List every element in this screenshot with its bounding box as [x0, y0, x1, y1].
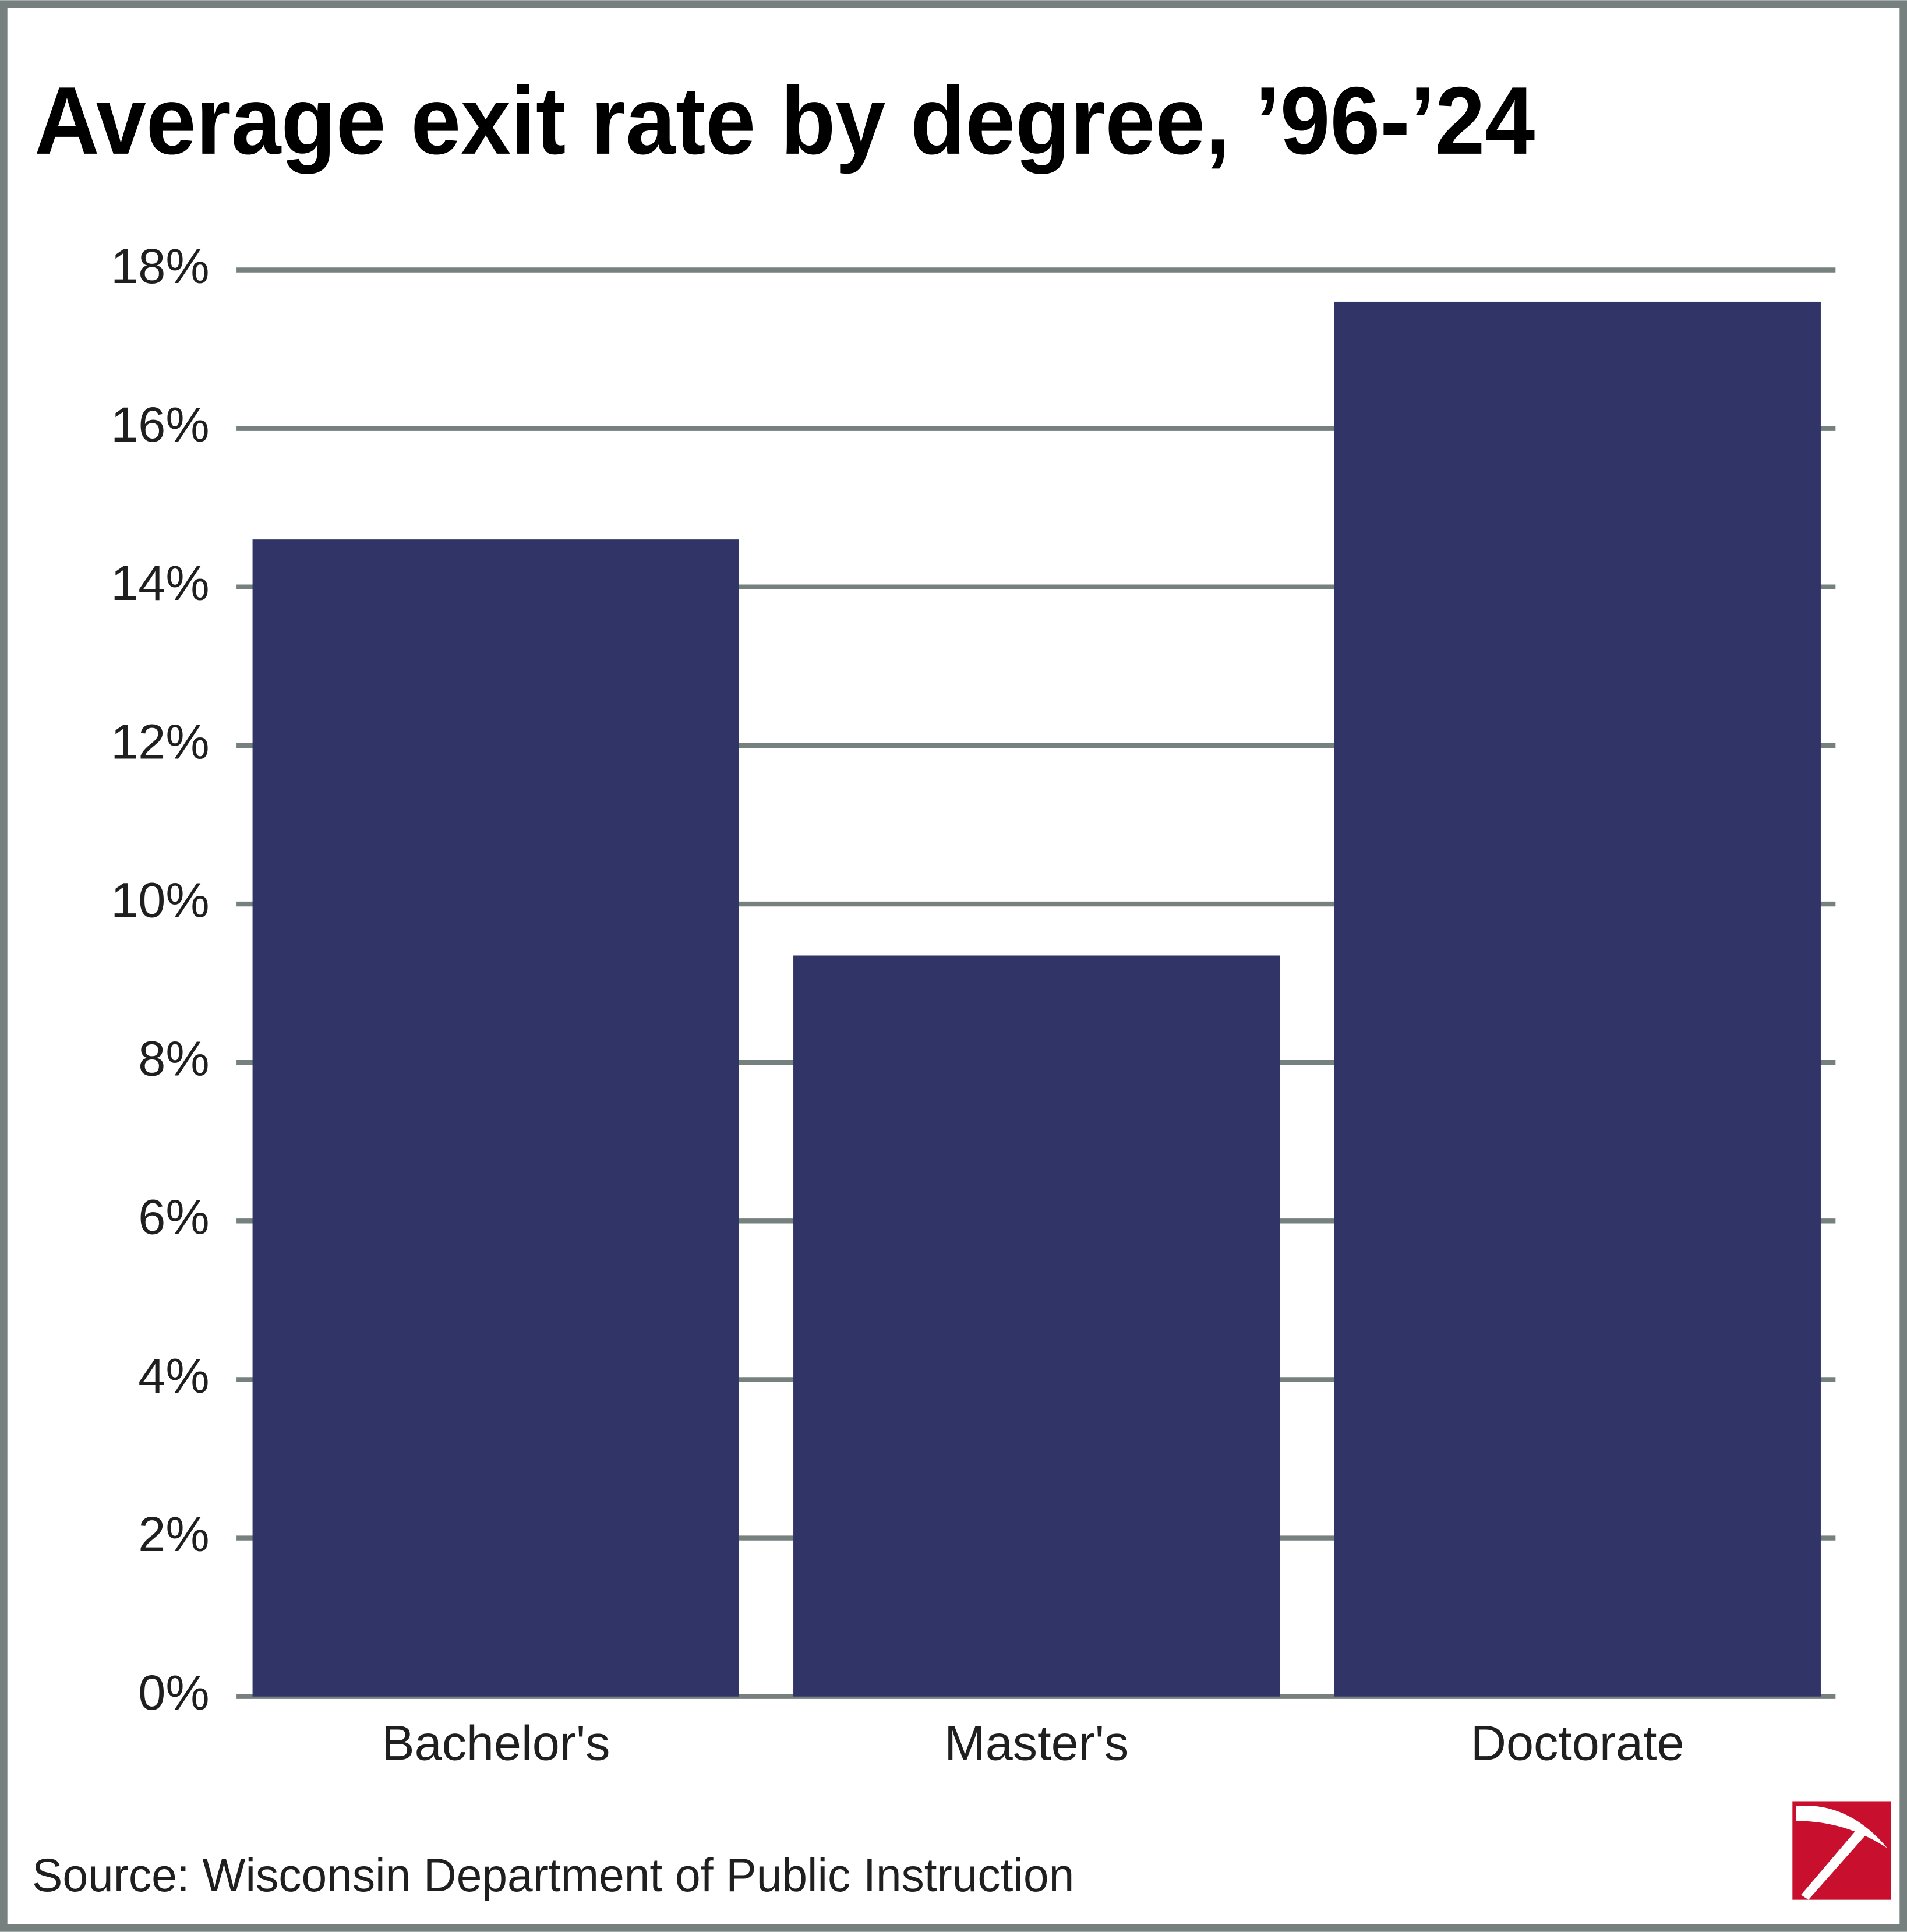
source-note: Source: Wisconsin Department of Public I…	[32, 1849, 1074, 1902]
y-tick-label: 12%	[111, 714, 209, 769]
bars: Bachelor's Master's Doctorate	[252, 301, 1821, 1771]
x-tick-label: Doctorate	[1471, 1715, 1684, 1771]
bar	[1334, 301, 1821, 1697]
chart-title: Average exit rate by degree, ’96-’24	[34, 67, 1535, 174]
x-tick-label: Master's	[944, 1715, 1129, 1771]
x-tick-label: Bachelor's	[382, 1715, 610, 1771]
logo	[1792, 1801, 1891, 1900]
y-tick-label: 8%	[138, 1031, 209, 1086]
bar	[252, 539, 739, 1697]
y-tick-label: 6%	[138, 1189, 209, 1245]
y-tick-label: 16%	[111, 397, 209, 452]
y-tick-label: 4%	[138, 1348, 209, 1403]
y-tick-label: 14%	[111, 555, 209, 610]
y-tick-label: 0%	[138, 1665, 209, 1720]
bar	[793, 955, 1280, 1697]
y-tick-label: 10%	[111, 872, 209, 927]
y-tick-label: 2%	[138, 1506, 209, 1562]
y-tick-label: 18%	[111, 238, 209, 294]
